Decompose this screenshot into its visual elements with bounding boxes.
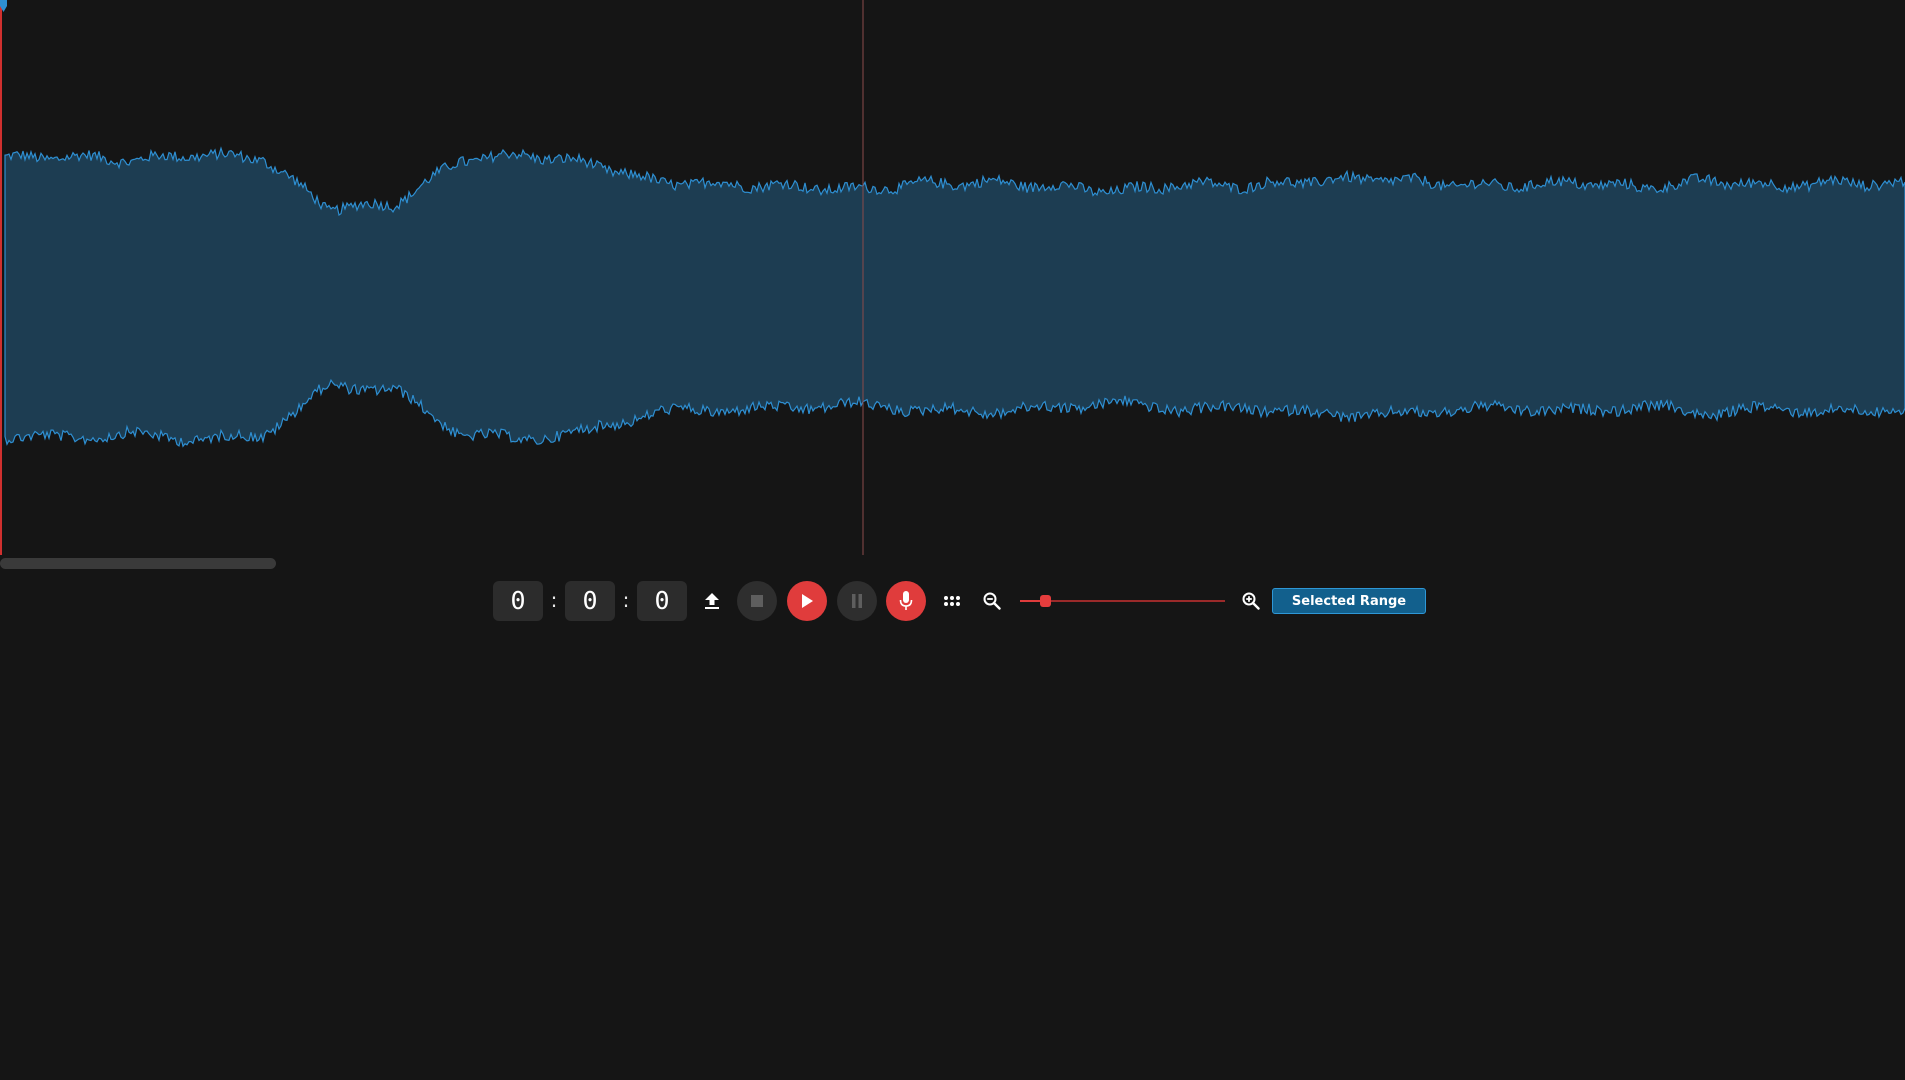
play-button[interactable] (787, 581, 827, 621)
upload-icon (705, 593, 719, 609)
more-options-button[interactable] (932, 581, 972, 621)
dots-grid-icon (944, 596, 960, 606)
scrollbar-thumb[interactable] (0, 558, 276, 569)
play-icon (802, 594, 813, 608)
zoom-out-button[interactable] (972, 581, 1012, 621)
waveform-shape (4, 146, 1905, 448)
microphone-icon (899, 591, 913, 610)
pause-icon (852, 594, 862, 608)
waveform-canvas[interactable] (0, 0, 1905, 555)
timer-seconds: 0 (637, 581, 687, 621)
timer-separator: : (550, 588, 558, 612)
stop-icon (751, 595, 763, 607)
upload-button[interactable] (692, 581, 732, 621)
record-button[interactable] (886, 581, 926, 621)
waveform-graph[interactable] (0, 0, 1905, 555)
playhead-marker[interactable] (0, 0, 7, 12)
pause-button[interactable] (837, 581, 877, 621)
horizontal-scrollbar[interactable] (0, 555, 1905, 571)
zoom-out-icon (983, 592, 1001, 610)
timer-minutes: 0 (565, 581, 615, 621)
zoom-in-button[interactable] (1231, 581, 1271, 621)
zoom-slider-track[interactable] (1020, 600, 1225, 602)
transport-controls: 0 : 0 : 0 (0, 578, 1905, 624)
zoom-in-icon (1242, 592, 1260, 610)
stop-button[interactable] (737, 581, 777, 621)
timer-separator: : (622, 588, 630, 612)
timer-hours: 0 (493, 581, 543, 621)
zoom-slider[interactable] (1020, 581, 1225, 621)
zoom-slider-fill (1020, 600, 1045, 602)
zoom-slider-thumb[interactable] (1040, 595, 1051, 607)
selected-range-button[interactable]: Selected Range (1272, 588, 1426, 614)
